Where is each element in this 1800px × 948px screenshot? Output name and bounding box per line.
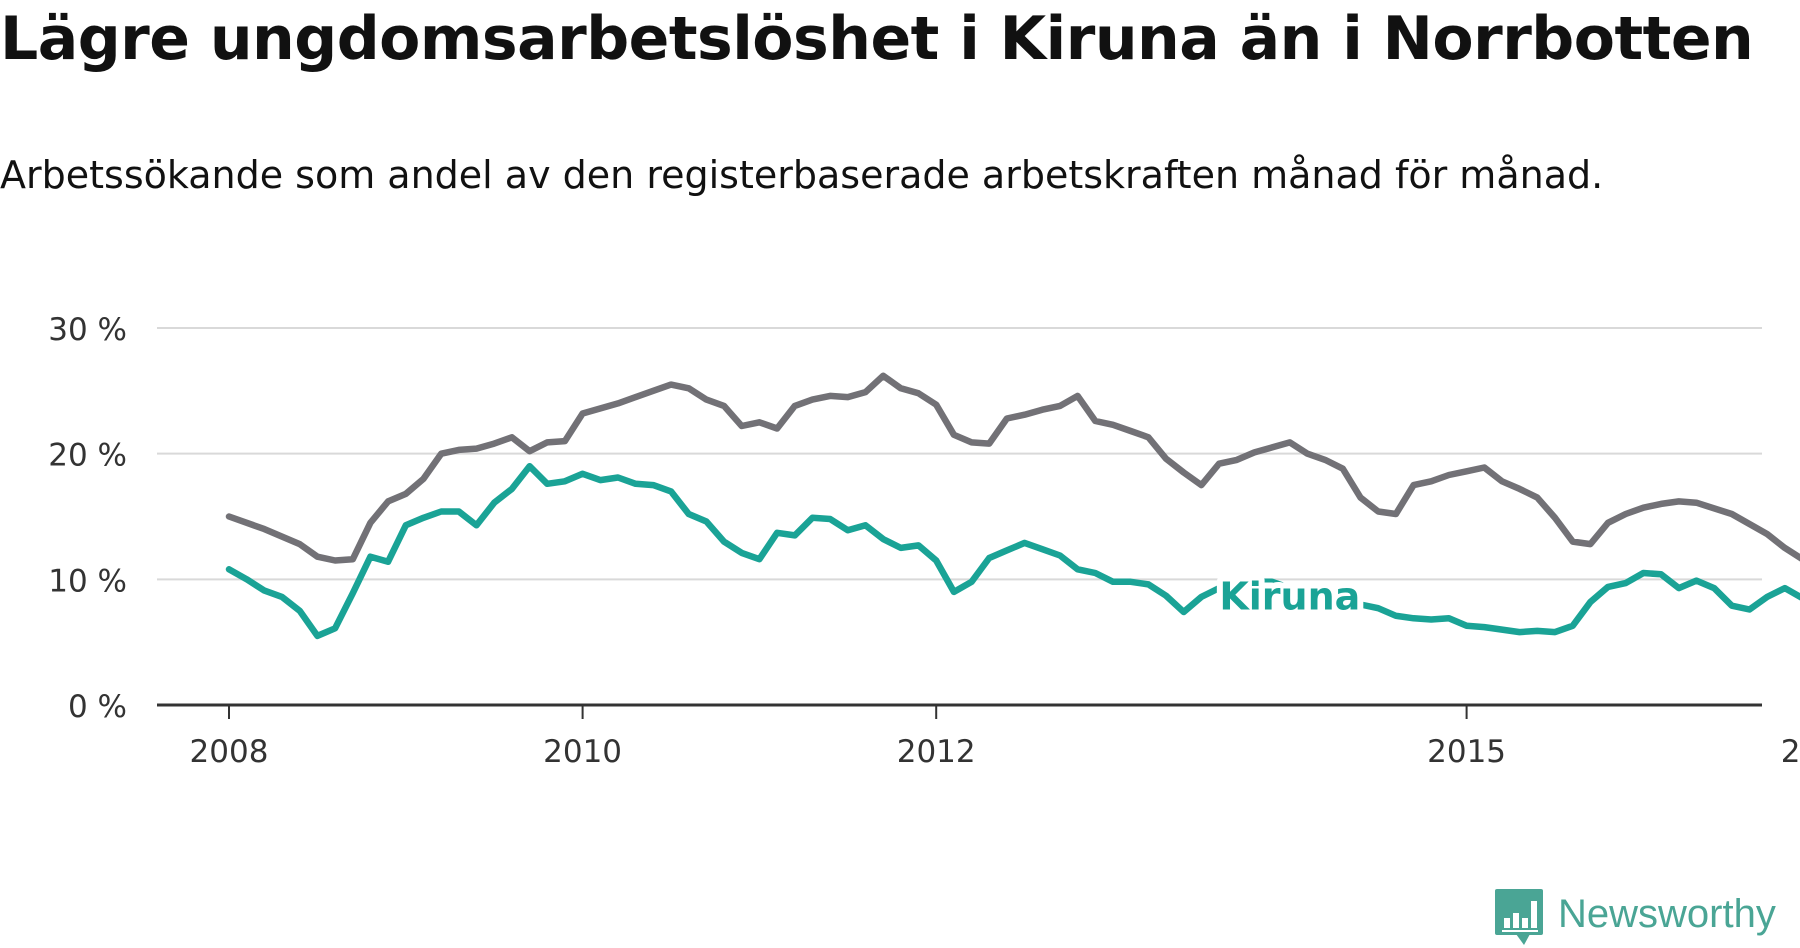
x-tick-label: 2008 <box>190 734 269 770</box>
y-tick-label: 0 % <box>68 689 127 725</box>
brand-name: Newsworthy <box>1558 892 1776 936</box>
grid-lines <box>157 327 1762 707</box>
y-axis-ticks: 0 % 10 % 20 % 30 % <box>48 312 127 725</box>
chart-speech-bubble-icon <box>1495 889 1543 945</box>
chart-subtitle: Arbetssökande som andel av den registerb… <box>0 153 1604 197</box>
series-labels: 4,5 %1,9 %NorrbottenKiruna <box>1213 568 1366 624</box>
series-name-label-kiruna: Kiruna <box>1219 574 1360 618</box>
y-tick-label: 20 % <box>48 438 127 474</box>
x-tick-label: 2015 <box>1427 734 1506 770</box>
newsworthy-logo: Newsworthy <box>1494 886 1794 945</box>
x-axis-ticks: 20082010201220152017202020222024 <box>190 705 1800 770</box>
y-tick-label: 10 % <box>48 563 127 599</box>
y-tick-label: 30 % <box>48 312 127 348</box>
x-tick-label: 2017 <box>1781 734 1800 770</box>
series-lines <box>225 372 1800 640</box>
chart-title: Lägre ungdomsarbetslöshet i Kiruna än i … <box>0 4 1754 74</box>
series-line-norrbotten <box>225 372 1800 564</box>
x-tick-label: 2012 <box>897 734 976 770</box>
line-chart: 0 %10 %20 %30 % 200820102012201520172020… <box>48 312 1800 770</box>
series-line-kiruna <box>225 462 1800 640</box>
x-tick-label: 2010 <box>543 734 622 770</box>
